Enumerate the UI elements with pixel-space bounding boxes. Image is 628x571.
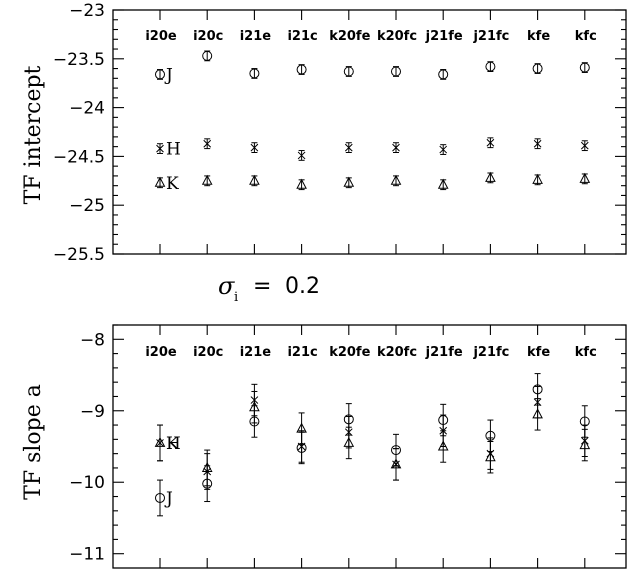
intercept-panel: −23 −23.5 −24 −24.5 −25 −25.5 i20e i20c i21e i21c… bbox=[21, 1, 627, 265]
data-point-h bbox=[580, 141, 589, 150]
category-label: i21c bbox=[287, 29, 317, 44]
series-label-h: H bbox=[166, 434, 181, 454]
data-point-h bbox=[439, 145, 448, 154]
data-point-j bbox=[532, 63, 543, 74]
data-point-k bbox=[343, 176, 355, 187]
category-label: k20fe bbox=[329, 345, 370, 360]
data-point-k bbox=[343, 436, 355, 447]
data-point-k bbox=[390, 458, 402, 469]
data-point-j bbox=[249, 68, 260, 79]
category-label: kfe bbox=[527, 345, 550, 360]
data-point-h bbox=[156, 144, 164, 153]
y-tick-label: −10 bbox=[69, 473, 105, 493]
category-label: j21fc bbox=[472, 345, 509, 360]
category-label: i21e bbox=[240, 345, 272, 360]
y-axis-label: TF slope a bbox=[21, 384, 46, 500]
data-point-k bbox=[437, 178, 449, 189]
category-label: kfe bbox=[527, 29, 550, 44]
data-point-k bbox=[579, 439, 591, 450]
plot-frame bbox=[112, 9, 627, 255]
data-point-j bbox=[391, 66, 401, 77]
data-point-k bbox=[532, 173, 543, 184]
data-point-k bbox=[437, 440, 449, 451]
series-label-j: J bbox=[164, 489, 173, 509]
data-point-k bbox=[485, 451, 496, 462]
data-point-k bbox=[579, 172, 591, 183]
data-point-j bbox=[202, 50, 213, 61]
category-label: i21e bbox=[240, 29, 272, 44]
y-tick-label: −25 bbox=[69, 196, 105, 216]
category-label: j21fe bbox=[425, 345, 463, 360]
data-point-h bbox=[533, 139, 542, 148]
category-label: i20c bbox=[193, 29, 223, 44]
y-tick-label: −23 bbox=[69, 1, 105, 21]
data-point-k bbox=[485, 171, 496, 182]
data-point-h bbox=[297, 151, 306, 160]
data-point-j bbox=[485, 61, 496, 72]
sigma-equals: = bbox=[253, 274, 271, 299]
data-point-k bbox=[249, 174, 260, 185]
data-point-j bbox=[343, 66, 354, 77]
slope-panel: −8 −9 −10 −11 i20e i20c i21e i21c k20fe k20fc j21f… bbox=[21, 324, 627, 569]
data-point-j bbox=[155, 492, 165, 503]
category-label: i21c bbox=[287, 345, 317, 360]
sigma-value: 0.2 bbox=[285, 274, 320, 299]
y-tick-label: −23.5 bbox=[53, 50, 105, 70]
category-label: j21fc bbox=[472, 29, 509, 44]
y-tick-label: −8 bbox=[80, 330, 105, 350]
category-label: kfc bbox=[575, 345, 597, 360]
data-point-j bbox=[579, 62, 590, 73]
data-point-j bbox=[296, 64, 307, 75]
y-axis-label: TF intercept bbox=[21, 65, 46, 204]
category-label: k20fc bbox=[377, 345, 417, 360]
y-tick-label: −24 bbox=[69, 99, 105, 119]
series-label-k: K bbox=[166, 174, 179, 194]
series-label-k: K bbox=[166, 434, 179, 454]
category-label: j21fe bbox=[425, 29, 463, 44]
category-label: k20fc bbox=[377, 29, 417, 44]
y-tick-label: −24.5 bbox=[53, 147, 105, 167]
category-label: i20e bbox=[145, 29, 177, 44]
data-point-k bbox=[296, 178, 307, 189]
data-point-h bbox=[344, 143, 353, 152]
y-tick-label: −25.5 bbox=[53, 245, 105, 265]
sigma-annotation: σ i = 0.2 bbox=[218, 272, 320, 305]
category-label: kfc bbox=[575, 29, 597, 44]
plot-frame bbox=[112, 324, 627, 569]
sigma-subscript: i bbox=[234, 290, 238, 305]
data-point-k bbox=[201, 174, 213, 185]
category-label: k20fe bbox=[329, 29, 370, 44]
data-point-k bbox=[154, 176, 166, 187]
data-point-j bbox=[155, 69, 165, 80]
data-point-k bbox=[532, 408, 543, 419]
sigma-symbol: σ bbox=[218, 272, 235, 300]
data-point-k bbox=[296, 422, 307, 433]
series-label-h: H bbox=[166, 140, 181, 160]
data-point-k bbox=[390, 174, 402, 185]
data-point-k bbox=[249, 401, 260, 412]
series-label-j: J bbox=[164, 65, 173, 85]
category-label: i20e bbox=[145, 345, 177, 360]
data-point-h bbox=[203, 139, 212, 148]
data-point-h bbox=[392, 143, 400, 152]
data-point-j bbox=[438, 69, 449, 80]
category-label: i20c bbox=[193, 345, 223, 360]
data-point-k bbox=[201, 461, 213, 472]
y-tick-label: −11 bbox=[69, 545, 105, 565]
data-point-k bbox=[154, 436, 166, 447]
data-point-h bbox=[486, 138, 495, 147]
y-tick-label: −9 bbox=[80, 402, 105, 422]
data-point-h bbox=[250, 143, 259, 152]
